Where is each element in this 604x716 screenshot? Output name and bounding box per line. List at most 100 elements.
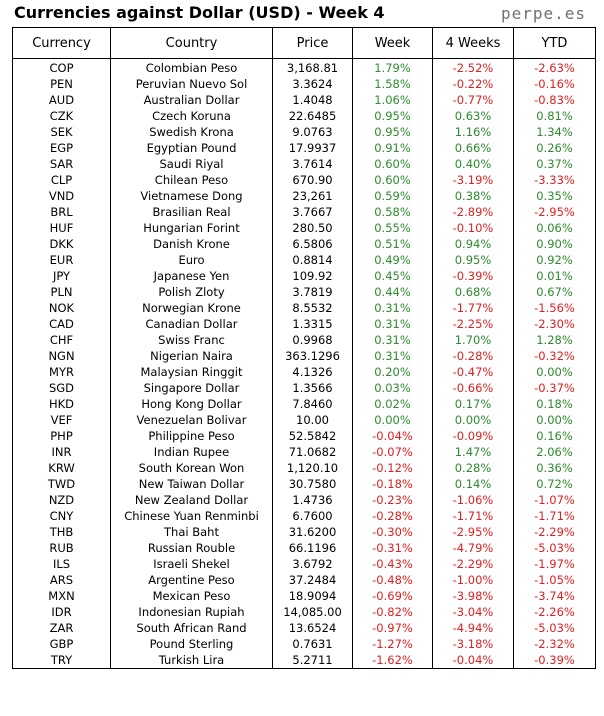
week-change-cell: 0.95%	[352, 124, 433, 140]
ytd-change-cell: -0.39%	[513, 652, 596, 669]
ytd-change-cell: -0.16%	[513, 76, 596, 92]
ytd-change-cell: -0.37%	[513, 380, 596, 396]
price-cell: 13.6524	[272, 620, 353, 636]
week-change-cell: -0.69%	[352, 588, 433, 604]
ytd-change-cell: -1.97%	[513, 556, 596, 572]
brand-logo: perpe.es	[500, 4, 586, 23]
price-cell: 0.9968	[272, 332, 353, 348]
country-cell: Egyptian Pound	[110, 140, 273, 156]
price-cell: 23,261	[272, 188, 353, 204]
table-row: EGP Egyptian Pound 17.9937 0.91% 0.66% 0.26%	[12, 140, 596, 156]
week-change-cell: -1.62%	[352, 652, 433, 669]
currency-table: Currency Country Price Week 4 Weeks YTD …	[12, 27, 596, 669]
country-cell: Colombian Peso	[110, 58, 273, 76]
currency-code-cell: GBP	[12, 636, 111, 652]
country-cell: Saudi Riyal	[110, 156, 273, 172]
country-cell: Japanese Yen	[110, 268, 273, 284]
currency-code-cell: INR	[12, 444, 111, 460]
price-cell: 3.3624	[272, 76, 353, 92]
currency-code-cell: VEF	[12, 412, 111, 428]
four-weeks-change-cell: -2.52%	[432, 58, 514, 76]
currency-code-cell: ZAR	[12, 620, 111, 636]
price-cell: 1,120.10	[272, 460, 353, 476]
price-cell: 5.2711	[272, 652, 353, 669]
table-row: CLP Chilean Peso 670.90 0.60% -3.19% -3.33%	[12, 172, 596, 188]
week-change-cell: 0.00%	[352, 412, 433, 428]
table-row: AUD Australian Dollar 1.4048 1.06% -0.77% -0.…	[12, 92, 596, 108]
week-change-cell: 0.44%	[352, 284, 433, 300]
four-weeks-change-cell: -0.22%	[432, 76, 514, 92]
country-cell: Pound Sterling	[110, 636, 273, 652]
week-change-cell: -0.12%	[352, 460, 433, 476]
price-cell: 3.6792	[272, 556, 353, 572]
week-change-cell: -0.28%	[352, 508, 433, 524]
ytd-change-cell: -2.63%	[513, 58, 596, 76]
ytd-change-cell: -2.30%	[513, 316, 596, 332]
table-row: PEN Peruvian Nuevo Sol 3.3624 1.58% -0.22% -0…	[12, 76, 596, 92]
four-weeks-change-cell: -4.94%	[432, 620, 514, 636]
four-weeks-change-cell: 0.68%	[432, 284, 514, 300]
price-cell: 7.8460	[272, 396, 353, 412]
table-row: ARS Argentine Peso 37.2484 -0.48% -1.00% -1.0…	[12, 572, 596, 588]
price-cell: 1.4736	[272, 492, 353, 508]
ytd-change-cell: -3.74%	[513, 588, 596, 604]
country-cell: Turkish Lira	[110, 652, 273, 669]
currency-code-cell: THB	[12, 524, 111, 540]
currency-code-cell: SEK	[12, 124, 111, 140]
table-row: ILS Israeli Shekel 3.6792 -0.43% -2.29% -1.97…	[12, 556, 596, 572]
four-weeks-change-cell: 0.14%	[432, 476, 514, 492]
table-row: INR Indian Rupee 71.0682 -0.07% 1.47% 2.06%	[12, 444, 596, 460]
four-weeks-change-cell: 0.00%	[432, 412, 514, 428]
currency-code-cell: PHP	[12, 428, 111, 444]
country-cell: Euro	[110, 252, 273, 268]
ytd-change-cell: -1.71%	[513, 508, 596, 524]
table-row: CNY Chinese Yuan Renminbi 6.7600 -0.28% -1.7…	[12, 508, 596, 524]
week-change-cell: 0.60%	[352, 172, 433, 188]
table-row: DKK Danish Krone 6.5806 0.51% 0.94% 0.90%	[12, 236, 596, 252]
country-cell: Brasilian Real	[110, 204, 273, 220]
ytd-change-cell: 0.81%	[513, 108, 596, 124]
currency-code-cell: DKK	[12, 236, 111, 252]
price-cell: 9.0763	[272, 124, 353, 140]
four-weeks-change-cell: -1.00%	[432, 572, 514, 588]
four-weeks-change-cell: -0.10%	[432, 220, 514, 236]
country-cell: Swedish Krona	[110, 124, 273, 140]
ytd-change-cell: -2.32%	[513, 636, 596, 652]
header-row: Currency Country Price Week 4 Weeks YTD	[12, 27, 596, 59]
price-cell: 31.6200	[272, 524, 353, 540]
price-cell: 3.7819	[272, 284, 353, 300]
ytd-change-cell: 1.34%	[513, 124, 596, 140]
four-weeks-change-cell: -2.89%	[432, 204, 514, 220]
week-change-cell: -0.04%	[352, 428, 433, 444]
country-cell: Polish Zloty	[110, 284, 273, 300]
four-weeks-change-cell: 0.17%	[432, 396, 514, 412]
ytd-change-cell: 0.16%	[513, 428, 596, 444]
country-cell: Hungarian Forint	[110, 220, 273, 236]
ytd-change-cell: 0.00%	[513, 364, 596, 380]
week-change-cell: 0.31%	[352, 316, 433, 332]
four-weeks-change-cell: -3.19%	[432, 172, 514, 188]
price-cell: 22.6485	[272, 108, 353, 124]
currency-code-cell: BRL	[12, 204, 111, 220]
currency-code-cell: IDR	[12, 604, 111, 620]
country-cell: Swiss Franc	[110, 332, 273, 348]
currency-code-cell: CAD	[12, 316, 111, 332]
country-cell: Russian Rouble	[110, 540, 273, 556]
week-change-cell: -0.31%	[352, 540, 433, 556]
currency-code-cell: VND	[12, 188, 111, 204]
ytd-change-cell: -2.95%	[513, 204, 596, 220]
currency-code-cell: EUR	[12, 252, 111, 268]
table-row: KRW South Korean Won 1,120.10 -0.12% 0.28% 0.…	[12, 460, 596, 476]
country-cell: Canadian Dollar	[110, 316, 273, 332]
week-change-cell: 0.31%	[352, 348, 433, 364]
week-change-cell: 0.49%	[352, 252, 433, 268]
week-change-cell: 0.91%	[352, 140, 433, 156]
ytd-change-cell: 0.01%	[513, 268, 596, 284]
four-weeks-change-cell: -4.79%	[432, 540, 514, 556]
currency-code-cell: RUB	[12, 540, 111, 556]
header-currency: Currency	[12, 27, 111, 59]
four-weeks-change-cell: -0.04%	[432, 652, 514, 669]
header-country: Country	[110, 27, 273, 59]
price-cell: 10.00	[272, 412, 353, 428]
week-change-cell: -1.27%	[352, 636, 433, 652]
